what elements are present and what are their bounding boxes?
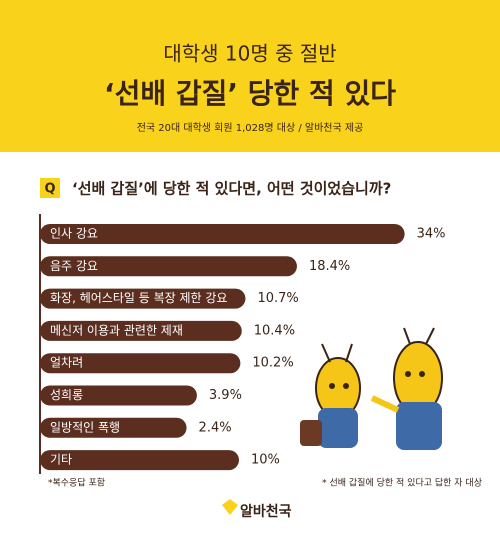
category-label: 일방적인 폭행 [50,419,120,434]
title: 대학생 10명 중 절반 [163,42,336,66]
value-label: 10% [251,453,280,468]
subtitle: 전국 20대 대학생 회원 1,028명 대상 / 알바천국 제공 [137,122,364,134]
logo-icon [222,499,238,515]
category-label: 화장, 헤어스타일 등 복장 제한 강요 [50,291,227,305]
value-label: 2.4% [199,420,232,435]
bar [40,320,242,341]
category-label: 인사 강요 [50,227,98,241]
question: ‘선배 갑질’에 당한 적 있다면, 어떤 것이었습니까? [72,180,391,198]
value-label: 3.9% [209,388,242,403]
category-label: 얼차려 [50,356,83,370]
value-label: 34% [417,227,446,242]
logo: 알바천국 [240,504,292,520]
bar [40,450,239,471]
bar [40,385,197,406]
bar [40,224,405,244]
note-left: *복수응답 포함 [48,477,105,489]
bar [40,288,246,309]
note-right: * 선배 갑질에 당한 적 있다고 답한 자 대상 [322,477,482,489]
category-label: 음주 강요 [50,259,98,273]
bar [40,417,187,438]
illustration [300,327,443,450]
question-badge [40,178,60,198]
question-marker: Q [44,182,55,197]
value-label: 10.2% [252,356,293,371]
headline: ‘선배 갑질’ 당한 적 있다 [104,77,396,110]
bar [40,353,241,374]
category-label: 성희롱 [50,388,83,402]
category-label: 기타 [50,453,72,467]
category-label: 메신저 이용과 관련한 제재 [50,323,183,337]
header-band [0,0,500,152]
bar [40,256,297,277]
value-label: 10.7% [257,291,298,306]
value-label: 10.4% [254,323,295,338]
value-label: 18.4% [309,259,350,274]
